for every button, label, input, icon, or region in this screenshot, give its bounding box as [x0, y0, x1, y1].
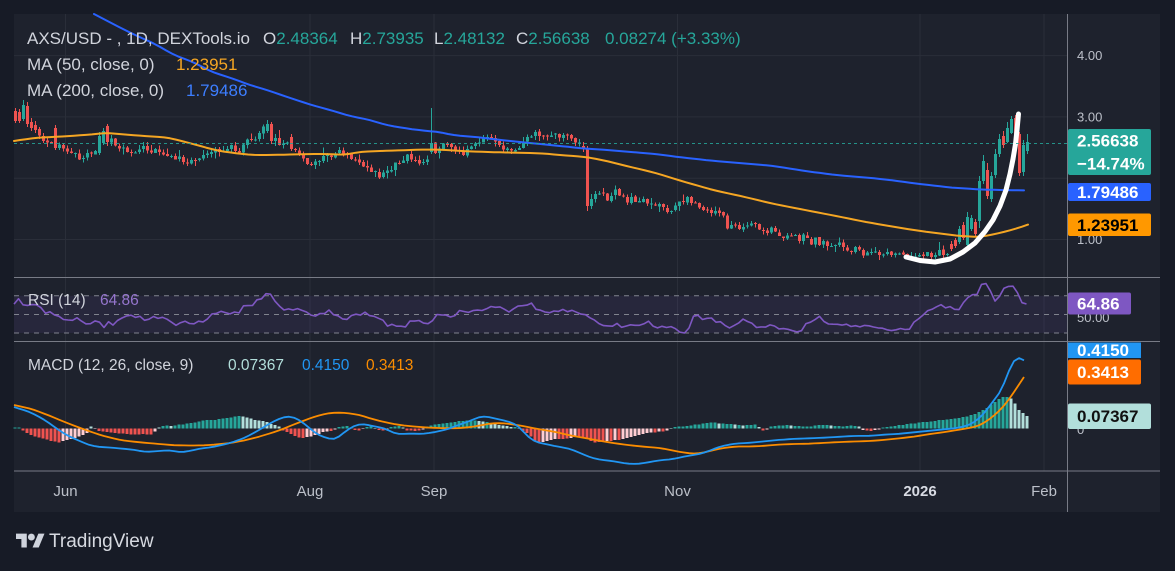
svg-text:RSI (14)64.86: RSI (14) 64.86	[28, 292, 139, 309]
svg-text:MA (50, close, 0)1.23951: MA (50, close, 0) 1.23951	[27, 55, 237, 74]
svg-text:Nov: Nov	[664, 483, 691, 500]
svg-text:1.79486: 1.79486	[1077, 183, 1138, 202]
svg-text:TradingView: TradingView	[49, 531, 154, 552]
svg-text:MA (200, close, 0)1.79486: MA (200, close, 0) 1.79486	[27, 81, 247, 100]
svg-text:Aug: Aug	[297, 483, 324, 500]
svg-text:0.07367: 0.07367	[1077, 407, 1138, 426]
svg-text:4.00: 4.00	[1077, 48, 1102, 63]
svg-text:Sep: Sep	[421, 483, 448, 500]
svg-text:Jun: Jun	[53, 483, 77, 500]
svg-text:Feb: Feb	[1031, 483, 1057, 500]
svg-text:0.3413: 0.3413	[1077, 363, 1129, 382]
svg-text:1.23951: 1.23951	[1077, 216, 1138, 235]
svg-text:64.86: 64.86	[1077, 295, 1120, 314]
svg-text:0: 0	[1077, 422, 1084, 437]
svg-text:0.4150: 0.4150	[1077, 341, 1129, 360]
svg-text:3.00: 3.00	[1077, 109, 1102, 124]
svg-text:2.56638: 2.56638	[1077, 132, 1138, 151]
svg-text:−14.74%: −14.74%	[1077, 155, 1145, 174]
svg-text:2026: 2026	[903, 483, 936, 500]
